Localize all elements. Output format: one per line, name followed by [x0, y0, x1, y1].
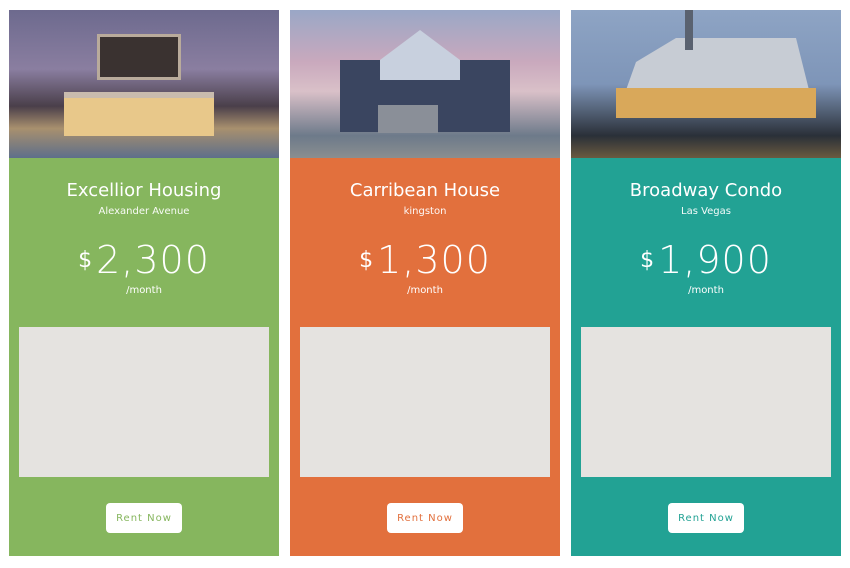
property-title: Excellior Housing	[66, 180, 222, 201]
price: $1,900	[571, 238, 841, 282]
price: $2,300	[9, 238, 279, 282]
listing-card-broadway: Broadway Condo Las Vegas $1,900 /month R…	[571, 10, 841, 556]
property-location: kingston	[403, 206, 447, 217]
listing-card-carribean: Carribean House kingston $1,300 /month R…	[290, 10, 560, 556]
listing-card-excellior: Excellior Housing Alexander Avenue $2,30…	[9, 10, 279, 556]
property-title: Broadway Condo	[629, 180, 783, 201]
property-location: Las Vegas	[681, 206, 731, 217]
property-image	[571, 10, 841, 158]
price-period: /month	[407, 285, 443, 296]
details-placeholder	[581, 327, 831, 477]
property-image	[290, 10, 560, 158]
price: $1,300	[290, 238, 560, 282]
price-amount: 1,900	[658, 238, 772, 282]
currency-symbol: $	[640, 248, 655, 273]
property-location: Alexander Avenue	[98, 206, 190, 217]
rent-now-button[interactable]: Rent Now	[668, 503, 744, 533]
currency-symbol: $	[359, 248, 374, 273]
price-period: /month	[688, 285, 724, 296]
currency-symbol: $	[78, 248, 93, 273]
details-placeholder	[19, 327, 269, 477]
rent-now-button[interactable]: Rent Now	[387, 503, 463, 533]
price-amount: 2,300	[96, 238, 210, 282]
rent-now-button[interactable]: Rent Now	[106, 503, 182, 533]
details-placeholder	[300, 327, 550, 477]
property-image	[9, 10, 279, 158]
price-amount: 1,300	[377, 238, 491, 282]
price-period: /month	[126, 285, 162, 296]
property-title: Carribean House	[349, 180, 501, 201]
